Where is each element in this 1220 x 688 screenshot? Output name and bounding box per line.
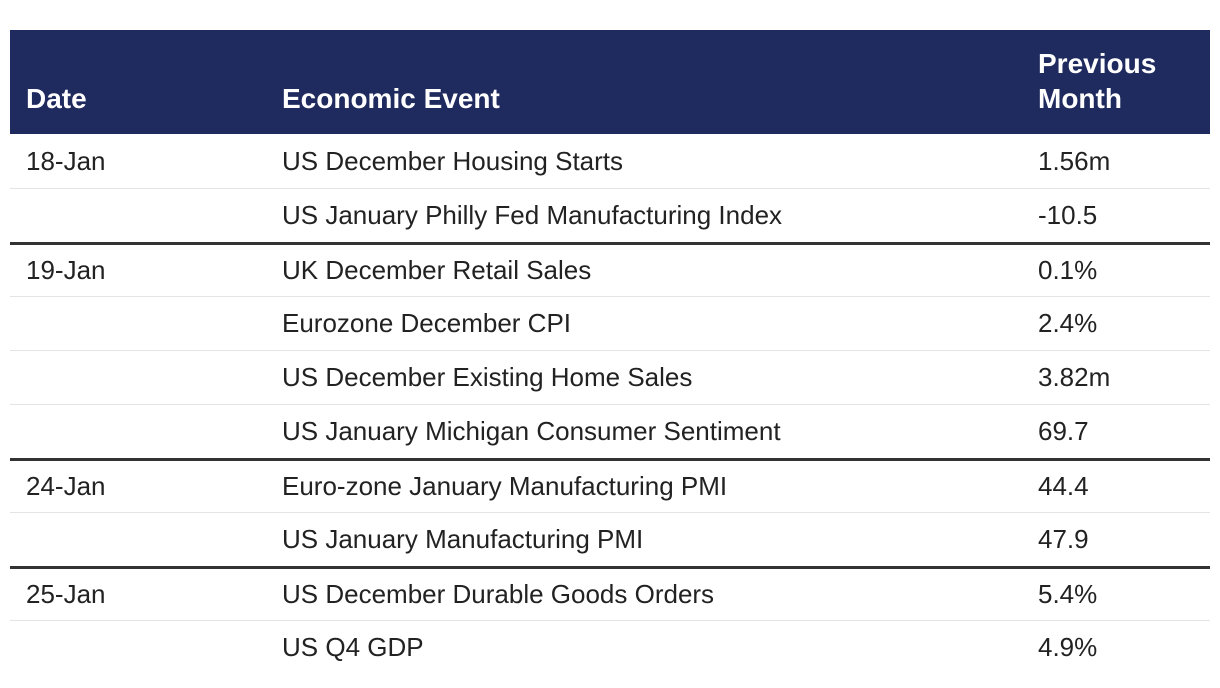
cell-previous: 3.82m (1038, 362, 1111, 392)
cell-event: US Q4 GDP (282, 632, 424, 662)
cell-event: UK December Retail Sales (282, 255, 592, 285)
cell-date: 18-Jan (26, 145, 106, 176)
cell-event: US December Housing Starts (282, 145, 624, 176)
cell-event: US December Durable Goods Orders (282, 579, 715, 609)
cell-event: Eurozone December CPI (282, 308, 572, 338)
table-row: US January Philly Fed Manufacturing Inde… (10, 188, 1210, 242)
cell-event: US January Michigan Consumer Sentiment (282, 416, 781, 446)
table-row: 19-Jan UK December Retail Sales 0.1% (10, 242, 1210, 296)
table-row: 24-Jan Euro-zone January Manufacturing P… (10, 458, 1210, 512)
table-row: US Q4 GDP 4.9% (10, 620, 1210, 674)
table-row: 25-Jan US December Durable Goods Orders … (10, 566, 1210, 620)
cell-previous: 47.9 (1038, 524, 1089, 554)
cell-event: US January Philly Fed Manufacturing Inde… (282, 200, 783, 230)
table-row: US December Existing Home Sales 3.82m (10, 350, 1210, 404)
cell-date: 19-Jan (26, 255, 106, 285)
cell-event: US January Manufacturing PMI (282, 524, 644, 554)
cell-previous: 44.4 (1038, 471, 1089, 501)
cell-date: 24-Jan (26, 471, 106, 501)
table-row: 18-Jan US December Housing Starts 1.56m (10, 134, 1210, 188)
header-date: Date (26, 83, 87, 114)
table-row: US January Manufacturing PMI 47.9 (10, 512, 1210, 566)
cell-previous: 2.4% (1038, 308, 1098, 338)
cell-previous: 0.1% (1038, 255, 1098, 285)
table-row: US January Michigan Consumer Sentiment 6… (10, 404, 1210, 458)
cell-previous: 69.7 (1038, 416, 1089, 446)
header-previous-month: Previous Month (1038, 48, 1157, 114)
cell-previous: -10.5 (1038, 200, 1098, 230)
cell-date: 25-Jan (26, 579, 106, 609)
table-row: Eurozone December CPI 2.4% (10, 296, 1210, 350)
economic-calendar-table: Date Economic Event Previous Month 18-Ja… (10, 30, 1210, 674)
cell-event: US December Existing Home Sales (282, 362, 693, 392)
cell-previous: 4.9% (1038, 632, 1098, 662)
table-header: Date Economic Event Previous Month (10, 30, 1210, 134)
header-economic-event: Economic Event (282, 83, 500, 114)
cell-event: Euro-zone January Manufacturing PMI (282, 471, 728, 501)
cell-previous: 1.56m (1038, 145, 1111, 176)
cell-previous: 5.4% (1038, 579, 1098, 609)
